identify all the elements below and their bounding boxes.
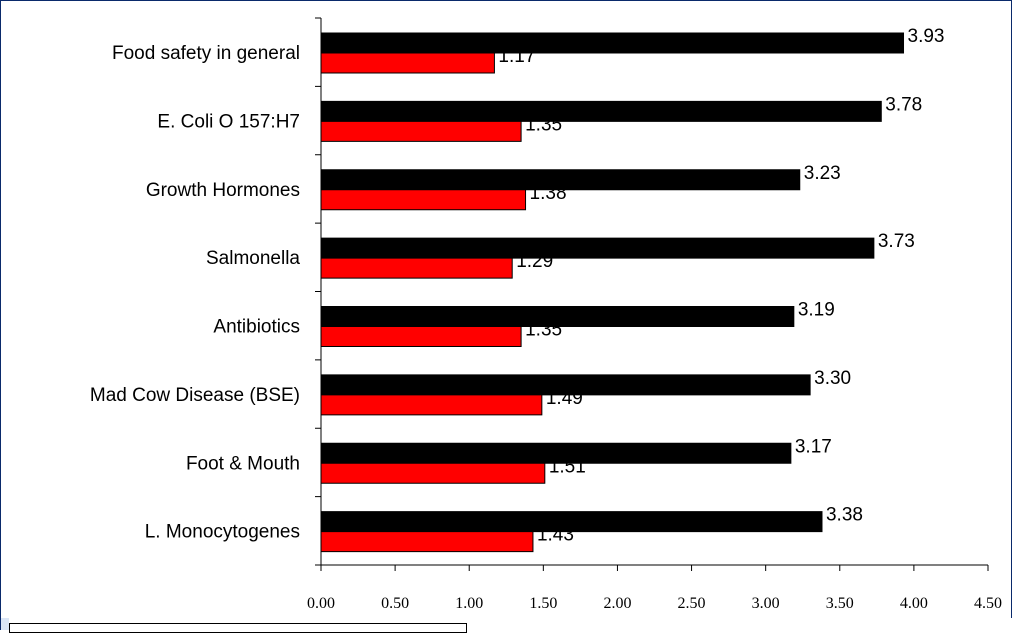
x-tick-label: 1.50 <box>529 595 557 612</box>
data-label-series-1: 3.19 <box>798 300 835 321</box>
bar-series-1 <box>320 100 882 122</box>
bar-series-2 <box>320 52 495 74</box>
data-label-series-1: 3.17 <box>795 436 832 457</box>
category-label: E. Coli O 157:H7 <box>157 111 300 132</box>
bar-series-2 <box>320 462 546 484</box>
data-label-series-1: 3.23 <box>804 163 841 184</box>
x-tick-label: 1.00 <box>455 595 483 612</box>
data-label-series-2: 1.38 <box>530 183 567 204</box>
x-tick-label: 4.50 <box>974 595 1002 612</box>
bar-series-2 <box>320 394 543 416</box>
data-label-series-2: 1.43 <box>537 525 574 546</box>
data-label-series-2: 1.17 <box>498 46 535 67</box>
data-label-series-2: 1.35 <box>525 114 562 135</box>
data-label-series-1: 3.30 <box>814 368 851 389</box>
data-label-series-2: 1.49 <box>546 388 583 409</box>
category-label: Mad Cow Disease (BSE) <box>90 385 300 406</box>
bar-series-1 <box>320 237 875 259</box>
bar-series-2 <box>320 257 513 279</box>
category-label: Salmonella <box>206 248 300 269</box>
category-label: Growth Hormones <box>146 180 300 201</box>
bar-series-2 <box>320 120 522 142</box>
data-label-series-1: 3.93 <box>908 26 945 47</box>
x-tick-label: 2.00 <box>603 595 631 612</box>
bar-series-2 <box>320 531 534 553</box>
bar-series-1 <box>320 32 905 54</box>
x-tick-label: 3.00 <box>752 595 780 612</box>
data-label-series-2: 1.51 <box>549 456 586 477</box>
data-label-series-2: 1.29 <box>516 251 553 272</box>
x-tick-label: 0.00 <box>307 595 335 612</box>
bar-series-2 <box>320 326 522 347</box>
x-tick-label: 4.00 <box>900 595 928 612</box>
category-label: L. Monocytogenes <box>145 522 300 543</box>
category-label: Antibiotics <box>213 317 300 338</box>
x-tick-label: 3.50 <box>826 595 854 612</box>
data-label-series-2: 1.35 <box>525 320 562 341</box>
bar-series-2 <box>320 189 527 211</box>
category-label: Food safety in general <box>112 43 300 64</box>
left-panel-strip <box>0 618 9 630</box>
x-tick-label: 2.50 <box>678 595 706 612</box>
category-label: Foot & Mouth <box>186 453 300 474</box>
data-label-series-1: 3.78 <box>885 94 922 115</box>
x-tick-label: 0.50 <box>381 595 409 612</box>
data-label-series-1: 3.73 <box>878 231 915 252</box>
data-label-series-1: 3.38 <box>826 505 863 526</box>
